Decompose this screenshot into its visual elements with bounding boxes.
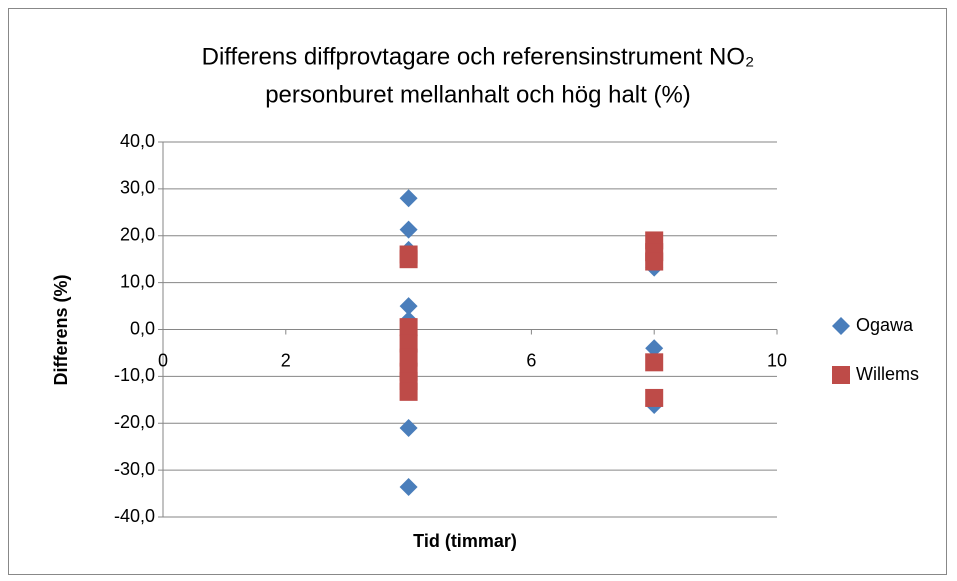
x-tick-label: 0 bbox=[158, 350, 168, 370]
y-tick-label: 30,0 bbox=[120, 178, 155, 198]
y-tick-label: 10,0 bbox=[120, 271, 155, 291]
y-tick-label: -30,0 bbox=[114, 459, 155, 479]
y-tick-label: -40,0 bbox=[114, 506, 155, 526]
point bbox=[399, 334, 418, 353]
point bbox=[399, 318, 418, 337]
point bbox=[645, 388, 664, 407]
chart-frame bbox=[8, 8, 947, 575]
legend-label: Willems bbox=[856, 364, 919, 384]
chart-title: personburet mellanhalt och hög halt (%) bbox=[265, 81, 691, 108]
point bbox=[399, 418, 418, 437]
point bbox=[399, 189, 418, 208]
x-axis-title: Tid (timmar) bbox=[413, 531, 517, 551]
point bbox=[399, 250, 418, 269]
legend-marker bbox=[832, 366, 850, 384]
y-tick-label: -10,0 bbox=[114, 365, 155, 385]
legend-marker bbox=[832, 317, 850, 335]
x-tick-label: 2 bbox=[281, 350, 291, 370]
y-tick-label: 40,0 bbox=[120, 131, 155, 151]
point bbox=[399, 297, 418, 316]
point bbox=[399, 382, 418, 401]
x-tick-label: 6 bbox=[526, 350, 536, 370]
chart-title: Differens diffprovtagare och referensins… bbox=[202, 43, 755, 70]
point bbox=[399, 220, 418, 239]
y-tick-label: 20,0 bbox=[120, 225, 155, 245]
y-tick-label: 0,0 bbox=[130, 318, 155, 338]
point bbox=[645, 339, 664, 358]
point bbox=[645, 353, 664, 372]
y-axis-title: Differens (%) bbox=[51, 274, 71, 385]
point bbox=[645, 252, 664, 271]
x-tick-label: 10 bbox=[767, 350, 787, 370]
legend-label: Ogawa bbox=[856, 315, 914, 335]
y-tick-label: -20,0 bbox=[114, 412, 155, 432]
point bbox=[399, 478, 418, 496]
point bbox=[399, 348, 418, 367]
